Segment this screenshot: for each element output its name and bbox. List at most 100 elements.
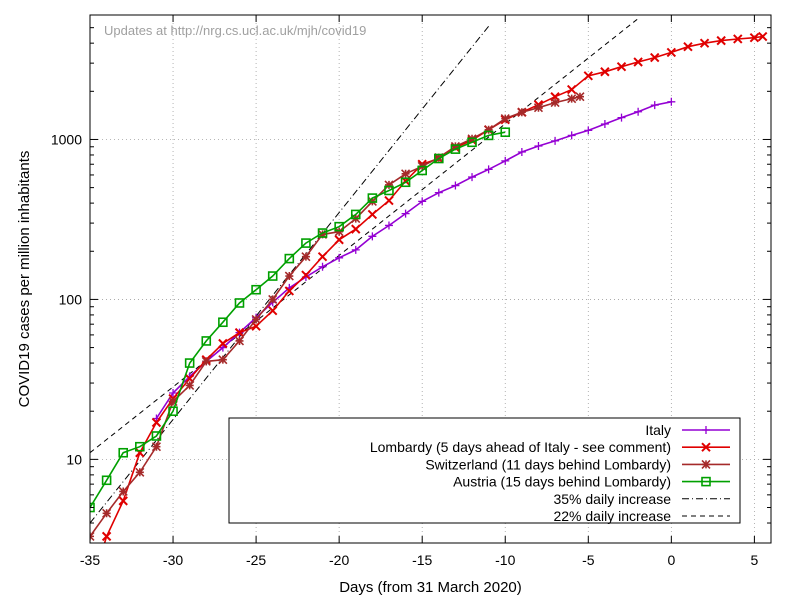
series-0 [152,97,676,423]
data-point [201,356,211,366]
data-point [135,441,145,452]
data-point [118,496,128,506]
data-point [566,84,577,95]
x-tick-label: -35 [80,552,100,568]
data-point [600,67,610,77]
data-point [517,147,526,156]
data-point [666,47,677,58]
data-point [484,125,494,135]
data-point [616,62,627,72]
data-point [634,107,643,116]
series-line [155,101,672,419]
data-point [701,459,711,469]
y-tick-label: 1000 [51,131,82,147]
x-tick-label: -15 [412,552,432,568]
x-tick-label: -25 [246,552,266,568]
updates-annotation: Updates at http://nrg.cs.ucl.ac.uk/mjh/c… [104,23,366,38]
data-point [757,31,768,42]
data-point [617,113,626,122]
data-point [184,358,195,368]
data-point [218,317,228,328]
data-point [575,92,585,102]
y-tick-label: 10 [66,451,82,467]
series-line [90,18,639,454]
data-point [251,284,261,295]
x-tick-label: -10 [495,552,515,568]
data-point [168,396,178,407]
data-point [701,442,711,452]
data-point [749,32,760,43]
data-point [351,245,360,254]
data-point [367,193,378,203]
legend-label: Lombardy (5 days ahead of Italy - see co… [370,439,671,455]
data-point [234,336,245,346]
data-point [151,431,162,441]
data-point [434,188,443,197]
data-point [517,107,527,117]
legend-label: Italy [645,422,671,438]
data-point [102,508,112,518]
data-point [484,165,493,174]
data-point [483,130,494,141]
data-point [400,177,411,188]
data-point [251,314,261,324]
data-point [334,235,344,245]
data-point [335,253,344,262]
legend-label: 35% daily increase [553,491,671,507]
data-point [317,229,328,239]
series-clip-group [90,18,768,543]
data-point [368,232,377,241]
data-point [101,531,112,542]
data-point [551,136,560,145]
series-layer [90,18,768,543]
data-point [716,35,726,46]
data-point [384,221,393,230]
x-tick-label: -5 [582,552,595,568]
x-tick-label: -20 [329,552,349,568]
data-point [101,475,112,486]
series-2 [90,92,585,541]
y-tick-label: 100 [59,291,83,307]
data-point [401,169,411,179]
data-point [267,305,278,316]
data-point [135,467,145,477]
data-point [550,98,560,108]
data-point [418,197,427,206]
data-point [201,336,212,346]
data-point [118,447,129,458]
data-point [118,486,128,497]
data-point [451,181,460,190]
data-point [334,221,344,232]
data-point [699,38,710,48]
legend-label: 22% daily increase [553,508,671,524]
data-point [384,180,394,190]
data-point [185,380,195,390]
series-5 [90,18,639,454]
data-point [218,355,228,365]
data-point [268,294,278,304]
data-point [434,153,444,164]
data-point [501,156,510,165]
data-point [450,144,461,154]
data-point [318,262,327,271]
data-point [600,119,609,128]
data-point [234,327,245,338]
data-point [500,114,510,124]
legend-box [228,417,741,524]
data-point [468,173,477,182]
x-axis-title: Days (from 31 March 2020) [339,579,522,596]
data-point [467,137,477,148]
x-tick-label: -30 [163,552,183,568]
data-point [683,42,693,52]
data-point [301,252,311,262]
series-3 [90,127,511,513]
data-point [169,388,178,397]
data-point [284,271,294,281]
data-point [733,34,743,44]
data-point [317,228,328,238]
data-point [168,406,178,417]
data-point [650,52,660,63]
data-point [667,97,676,106]
